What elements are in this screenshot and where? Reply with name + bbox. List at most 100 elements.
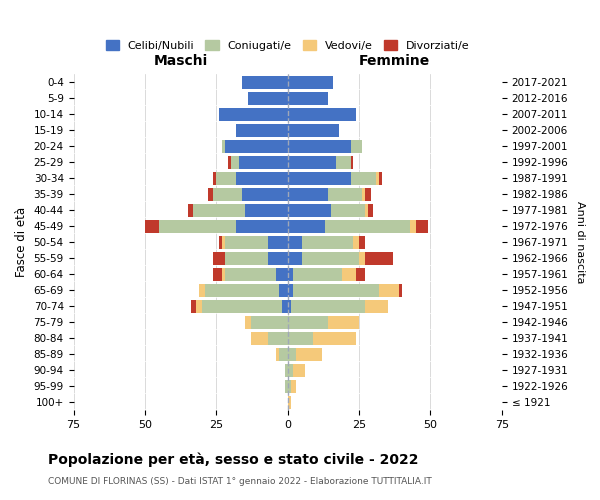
Legend: Celibi/Nubili, Coniugati/e, Vedovi/e, Divorziati/e: Celibi/Nubili, Coniugati/e, Vedovi/e, Di… xyxy=(102,36,473,54)
Bar xyxy=(336,156,350,169)
Bar xyxy=(242,76,287,89)
Bar xyxy=(199,284,205,297)
Bar xyxy=(239,156,287,169)
Bar xyxy=(230,156,239,169)
Bar xyxy=(251,316,287,328)
Bar xyxy=(365,252,394,265)
Bar xyxy=(379,284,399,297)
Bar xyxy=(242,188,287,201)
Bar xyxy=(236,220,287,233)
Bar xyxy=(287,268,293,281)
Bar xyxy=(399,284,402,297)
Bar xyxy=(245,316,251,328)
Bar xyxy=(228,156,230,169)
Bar xyxy=(287,92,328,105)
Bar xyxy=(251,332,268,344)
Bar xyxy=(356,268,365,281)
Y-axis label: Anni di nascita: Anni di nascita xyxy=(575,201,585,283)
Bar xyxy=(268,236,287,249)
Bar xyxy=(225,268,276,281)
Bar xyxy=(379,172,382,185)
Bar xyxy=(287,284,293,297)
Bar xyxy=(290,380,296,392)
Bar xyxy=(416,220,428,233)
Bar xyxy=(214,172,217,185)
Bar xyxy=(287,220,325,233)
Bar xyxy=(342,268,356,281)
Bar xyxy=(219,108,287,121)
Bar xyxy=(350,140,362,153)
Bar xyxy=(248,92,287,105)
Bar xyxy=(214,252,225,265)
Bar xyxy=(219,236,222,249)
Bar xyxy=(287,348,296,360)
Bar xyxy=(222,236,225,249)
Bar xyxy=(236,124,287,137)
Bar xyxy=(279,348,287,360)
Bar xyxy=(365,204,368,217)
Bar xyxy=(365,188,371,201)
Bar xyxy=(353,236,359,249)
Y-axis label: Fasce di età: Fasce di età xyxy=(15,208,28,278)
Text: Femmine: Femmine xyxy=(359,54,430,68)
Bar xyxy=(222,268,225,281)
Bar xyxy=(217,172,236,185)
Bar xyxy=(362,188,365,201)
Bar xyxy=(365,300,388,312)
Bar xyxy=(359,252,365,265)
Bar xyxy=(302,236,353,249)
Bar xyxy=(285,364,287,376)
Bar xyxy=(296,348,322,360)
Bar xyxy=(268,252,287,265)
Text: Maschi: Maschi xyxy=(154,54,208,68)
Bar xyxy=(293,364,305,376)
Bar xyxy=(287,156,336,169)
Bar xyxy=(313,332,356,344)
Bar xyxy=(245,204,287,217)
Bar xyxy=(302,252,359,265)
Bar xyxy=(287,316,328,328)
Bar xyxy=(350,156,353,169)
Bar xyxy=(208,188,214,201)
Bar xyxy=(328,316,359,328)
Bar xyxy=(287,252,302,265)
Bar xyxy=(285,380,287,392)
Bar xyxy=(293,268,342,281)
Bar xyxy=(287,380,290,392)
Bar xyxy=(287,300,290,312)
Bar xyxy=(331,204,365,217)
Bar xyxy=(287,236,302,249)
Bar xyxy=(225,140,287,153)
Bar xyxy=(376,172,379,185)
Bar xyxy=(290,300,365,312)
Bar xyxy=(359,236,365,249)
Bar xyxy=(193,204,245,217)
Bar xyxy=(287,204,331,217)
Bar xyxy=(159,220,236,233)
Bar xyxy=(293,284,379,297)
Bar xyxy=(205,284,279,297)
Bar xyxy=(282,300,287,312)
Bar xyxy=(287,172,350,185)
Bar xyxy=(328,188,362,201)
Bar xyxy=(287,188,328,201)
Bar xyxy=(410,220,416,233)
Bar xyxy=(325,220,410,233)
Bar xyxy=(287,364,293,376)
Bar xyxy=(225,236,268,249)
Bar xyxy=(279,284,287,297)
Bar xyxy=(222,140,225,153)
Bar xyxy=(368,204,373,217)
Bar xyxy=(287,396,290,408)
Bar xyxy=(276,348,279,360)
Text: Popolazione per età, sesso e stato civile - 2022: Popolazione per età, sesso e stato civil… xyxy=(48,452,419,467)
Text: COMUNE DI FLORINAS (SS) - Dati ISTAT 1° gennaio 2022 - Elaborazione TUTTITALIA.I: COMUNE DI FLORINAS (SS) - Dati ISTAT 1° … xyxy=(48,478,432,486)
Bar xyxy=(214,268,222,281)
Bar xyxy=(196,300,202,312)
Bar xyxy=(225,252,268,265)
Bar xyxy=(287,140,350,153)
Bar xyxy=(145,220,159,233)
Bar xyxy=(188,204,193,217)
Bar xyxy=(202,300,282,312)
Bar xyxy=(214,188,242,201)
